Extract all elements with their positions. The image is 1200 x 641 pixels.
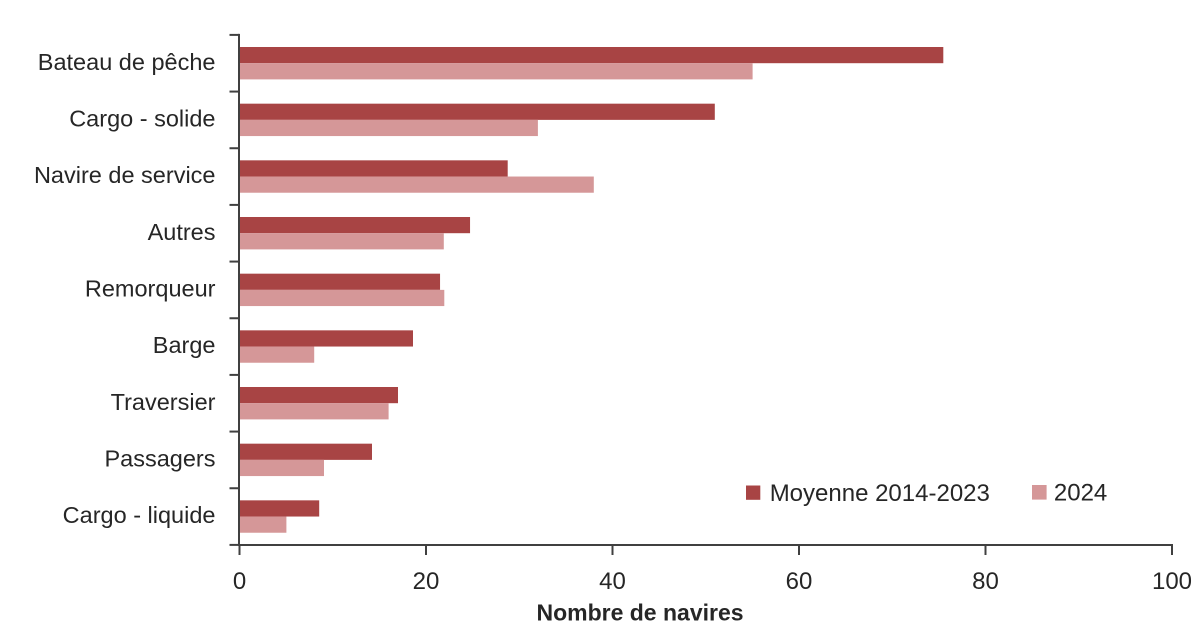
svg-text:Navire de service: Navire de service (34, 162, 216, 188)
svg-text:Nombre de navires: Nombre de navires (536, 600, 743, 626)
svg-text:20: 20 (413, 568, 440, 595)
svg-text:Autres: Autres (148, 219, 216, 245)
svg-text:Passagers: Passagers (104, 446, 215, 472)
svg-text:2024: 2024 (1054, 480, 1107, 507)
svg-text:0: 0 (233, 568, 246, 595)
svg-text:Cargo - liquide: Cargo - liquide (63, 502, 216, 528)
svg-text:100: 100 (1152, 568, 1192, 595)
svg-text:60: 60 (786, 568, 813, 595)
svg-text:40: 40 (599, 568, 626, 595)
svg-text:Moyenne 2014-2023: Moyenne 2014-2023 (770, 480, 990, 507)
svg-text:80: 80 (972, 568, 999, 595)
svg-text:Bateau de pêche: Bateau de pêche (38, 49, 216, 75)
svg-text:Cargo - solide: Cargo - solide (69, 106, 215, 132)
svg-text:Traversier: Traversier (111, 389, 216, 415)
svg-text:Remorqueur: Remorqueur (85, 276, 216, 302)
svg-text:Barge: Barge (153, 332, 216, 358)
